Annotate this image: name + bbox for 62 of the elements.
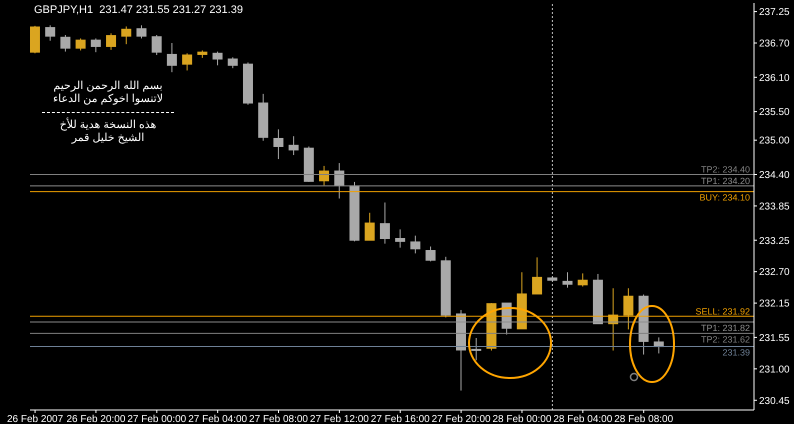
ref-line-label: SELL: 231.92 <box>695 306 750 316</box>
candlestick <box>623 288 634 330</box>
y-tick-label: 235.00 <box>759 136 790 147</box>
y-tick-label: 232.70 <box>759 267 790 278</box>
chart-title: GBPJPY,H1 231.47 231.55 231.27 231.39 <box>34 4 243 16</box>
x-tick-label: 28 Feb 00:00 <box>492 414 552 424</box>
candlestick <box>228 56 238 69</box>
ref-line-label: 231.39 <box>722 348 750 358</box>
y-tick-label: 230.45 <box>759 396 790 407</box>
candlestick <box>410 235 420 254</box>
candlestick <box>136 24 146 39</box>
x-tick-label: 26 Feb 20:00 <box>66 414 126 424</box>
candlestick <box>273 128 284 160</box>
x-tick-label: 28 Feb 04:00 <box>553 414 613 424</box>
x-tick-label: 27 Feb 20:00 <box>432 414 492 424</box>
x-tick-label: 28 Feb 08:00 <box>614 414 674 424</box>
ref-line-label: TP1: 234.20 <box>700 176 750 186</box>
candlestick <box>380 202 390 244</box>
candlestick <box>532 256 542 294</box>
candlestick <box>319 165 330 186</box>
y-tick-label: 236.70 <box>759 38 790 50</box>
y-tick-label: 231.00 <box>759 364 790 376</box>
y-tick-label: 234.40 <box>759 170 790 182</box>
x-tick-label: 27 Feb 00:00 <box>127 414 187 424</box>
x-tick-label: 27 Feb 12:00 <box>310 414 370 424</box>
candlestick <box>90 38 101 53</box>
x-tick-label: 27 Feb 04:00 <box>188 414 248 424</box>
annotation: بسم الله الرحمن الرحيم <box>52 80 164 93</box>
candlestick <box>364 212 375 241</box>
ref-line-label: TP1: 231.82 <box>700 322 750 333</box>
ref-line-label: BUY: 234.10 <box>699 192 750 203</box>
y-tick-label: 233.25 <box>759 236 790 247</box>
candlestick <box>562 272 573 288</box>
x-tick-label: 26 Feb 2007 <box>6 414 64 424</box>
candlestick <box>121 26 132 45</box>
candlestick <box>152 34 162 56</box>
x-tick-label: 27 Feb 08:00 <box>249 414 308 424</box>
candlestick <box>578 272 588 288</box>
candlestick <box>334 162 344 199</box>
ref-line-label: TP2: 234.40 <box>700 164 750 174</box>
candlestick <box>426 246 436 262</box>
candlestick <box>471 337 482 361</box>
y-tick-label: 232.15 <box>759 298 790 310</box>
y-tick-label: 231.55 <box>759 332 790 344</box>
candlestick <box>60 34 70 52</box>
annotation: لاتنسوا اخوكم من الدعاء <box>52 93 164 106</box>
candlestick <box>182 52 192 71</box>
x-tick-label: 27 Feb 16:00 <box>370 414 430 424</box>
annotation: الشيخ خليل قمر <box>70 132 146 145</box>
candlestick <box>45 24 56 42</box>
candlestick <box>395 228 406 248</box>
ref-line-label: TP2: 231.62 <box>700 334 750 344</box>
annotation: هذه النسخة هدية للأخ <box>58 119 158 132</box>
y-tick-label: 237.25 <box>759 7 790 18</box>
y-tick-label: 235.50 <box>759 107 790 118</box>
y-tick-label: 236.10 <box>759 72 790 84</box>
y-tick-label: 233.85 <box>759 201 790 212</box>
candlestick <box>288 136 299 156</box>
candlestick <box>76 38 86 51</box>
candlestick <box>166 42 177 73</box>
candlestick <box>212 51 223 66</box>
candlestick <box>106 32 116 50</box>
